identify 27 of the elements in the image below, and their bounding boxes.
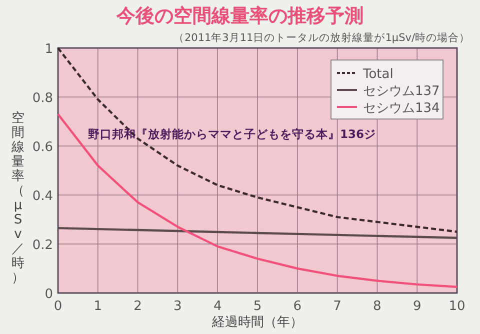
x-tick-label: 4 (213, 299, 222, 314)
legend-label: セシウム134 (363, 101, 440, 116)
y-tick-label: 0.2 (32, 238, 53, 253)
x-tick-label: 9 (412, 299, 422, 314)
y-tick-label: 0.6 (32, 140, 53, 155)
y-tick-label: 0.4 (32, 189, 53, 204)
line-series (56, 226, 458, 239)
chart-title: 今後の空間線量率の推移予測 (116, 5, 364, 27)
y-tick-label: 0 (44, 287, 53, 302)
x-tick-label: 2 (134, 299, 142, 314)
y-tick-label: 0.8 (32, 91, 53, 106)
y-tick-label: 1 (44, 42, 53, 57)
x-tick-label: 6 (293, 299, 302, 314)
x-tick-label: 3 (174, 299, 182, 314)
x-tick-label: 1 (94, 299, 102, 314)
line-series (56, 113, 458, 288)
annotation: 野口邦和『放射能からママと子どもを守る本』136ジ (88, 127, 376, 141)
chart-subtitle: （2011年3月11日のトータルの放射線量が1μSv/時の場合） (173, 31, 470, 44)
x-tick-label: 8 (373, 299, 382, 314)
legend-label: セシウム137 (363, 84, 440, 99)
x-axis-title: 経過時間（年） (211, 315, 303, 330)
text: 空間線量率（μSv／時） (12, 111, 24, 286)
x-tick-label: 5 (253, 299, 262, 314)
line-series (56, 46, 458, 233)
legend-label: Total (362, 67, 394, 82)
x-tick-label: 10 (448, 299, 466, 314)
x-tick-label: 7 (333, 299, 342, 314)
